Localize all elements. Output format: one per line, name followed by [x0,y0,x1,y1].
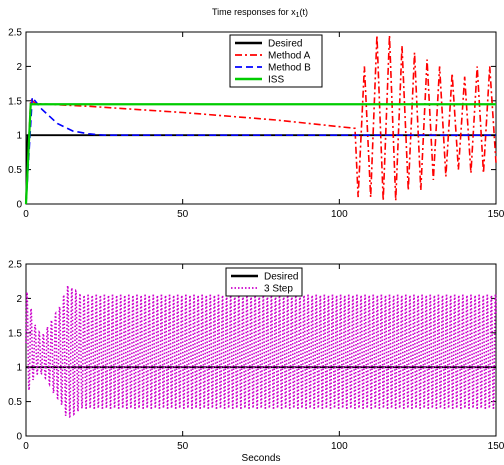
series-line-method-a [25,35,497,205]
legend-entry: ISS [268,75,284,86]
y-ticks-top: 0 0.5 1 1.5 2 2.5 [8,28,496,211]
y-tick-label: 1.5 [8,328,22,339]
x-ticks-bottom: 0 50 100 150 [23,264,504,452]
x-tick-label: 150 [488,209,504,220]
y-tick-label: 2 [16,294,22,305]
series-line-method-b [25,95,496,205]
x-ticks-top: 0 50 100 150 [23,32,504,220]
x-tick-label: 150 [488,441,504,452]
x-tick-label: 100 [331,441,348,452]
x-tick-label: 0 [23,209,29,220]
series-line-3-step [25,284,497,419]
y-tick-label: 2 [16,62,22,73]
y-tick-label: 0 [16,200,22,211]
legend-entry: Method A [268,51,311,62]
y-tick-label: 0.5 [8,165,22,176]
series-line-iss [24,103,496,205]
y-ticks-bottom: 0 0.5 1 1.5 2 2.5 [8,260,496,443]
legend-entry: Method B [268,63,311,74]
subplot-top: Time responses for x1(t) 0 0.5 1 1.5 2 2.5 0 5… [8,7,504,220]
y-tick-label: 1.5 [8,96,22,107]
chart-title: Time responses for x1(t) [212,7,308,19]
x-tick-label: 50 [177,441,189,452]
legend-entry: Desired [264,272,298,283]
x-tick-label: 100 [331,209,348,220]
series-lines-bottom [25,284,497,419]
y-tick-label: 0 [16,432,22,443]
y-tick-label: 0.5 [8,397,22,408]
y-tick-label: 1 [16,131,22,142]
series-lines-top [24,35,497,205]
legend-entry: 3 Step [264,284,293,295]
x-tick-label: 50 [177,209,189,220]
y-tick-label: 2.5 [8,28,22,39]
y-tick-label: 2.5 [8,260,22,271]
x-axis-label: Seconds [242,453,281,464]
x-tick-label: 0 [23,441,29,452]
legend-box [225,267,303,297]
legend-entry: Desired [268,39,302,50]
y-tick-label: 1 [16,363,22,374]
